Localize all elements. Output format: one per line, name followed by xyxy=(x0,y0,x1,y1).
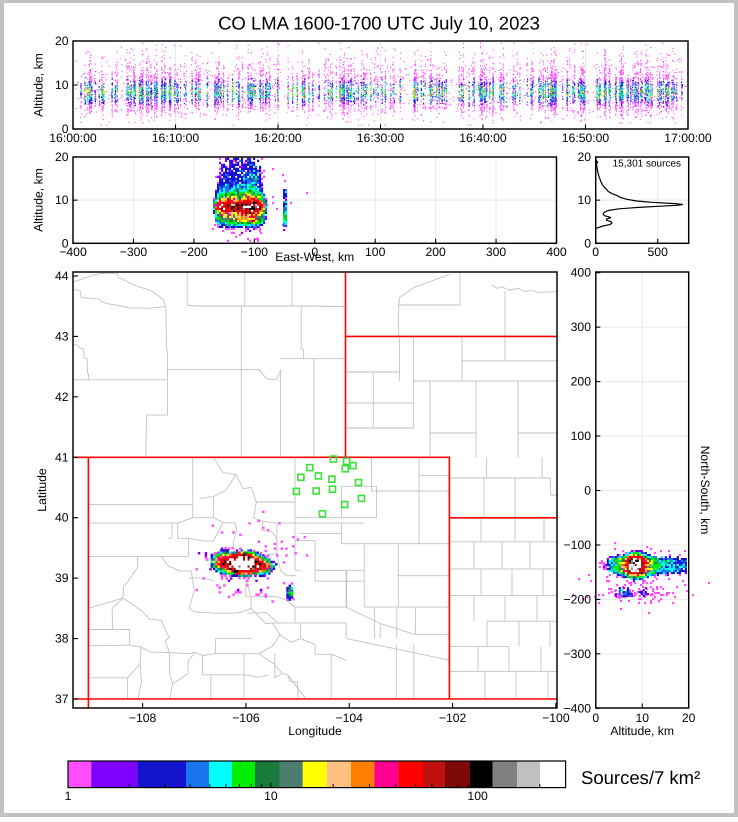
svg-text:CO LMA 1600-1700 UTC July 10,: CO LMA 1600-1700 UTC July 10, 2023 xyxy=(218,13,540,34)
svg-text:100: 100 xyxy=(571,429,592,443)
svg-text:37: 37 xyxy=(55,692,69,706)
svg-text:Altitude, km: Altitude, km xyxy=(32,168,46,232)
svg-text:400: 400 xyxy=(571,266,592,280)
svg-text:500: 500 xyxy=(648,245,669,259)
svg-text:20: 20 xyxy=(577,150,591,164)
svg-text:−100: −100 xyxy=(241,245,269,259)
svg-text:100: 100 xyxy=(365,245,386,259)
svg-text:North-South, km: North-South, km xyxy=(698,446,712,535)
svg-text:10: 10 xyxy=(55,78,69,92)
svg-text:−100: −100 xyxy=(542,711,570,725)
svg-text:Sources/7 km²: Sources/7 km² xyxy=(581,767,700,788)
svg-text:17:00:00: 17:00:00 xyxy=(664,131,712,145)
svg-text:15,301 sources: 15,301 sources xyxy=(613,159,681,170)
svg-text:100: 100 xyxy=(467,789,488,803)
svg-text:0: 0 xyxy=(62,236,69,250)
svg-text:44: 44 xyxy=(55,269,69,283)
svg-text:200: 200 xyxy=(425,245,446,259)
svg-text:Altitude, km: Altitude, km xyxy=(32,53,46,117)
svg-text:Latitude: Latitude xyxy=(35,468,49,512)
svg-text:1: 1 xyxy=(65,789,72,803)
svg-text:16:50:00: 16:50:00 xyxy=(562,131,610,145)
svg-text:43: 43 xyxy=(55,329,69,343)
svg-text:0: 0 xyxy=(592,711,599,725)
svg-text:−102: −102 xyxy=(439,711,467,725)
svg-text:−400: −400 xyxy=(564,701,592,715)
svg-text:400: 400 xyxy=(546,245,567,259)
svg-text:10: 10 xyxy=(264,789,278,803)
svg-text:200: 200 xyxy=(571,375,592,389)
svg-text:−106: −106 xyxy=(232,711,260,725)
svg-text:−300: −300 xyxy=(120,245,148,259)
svg-text:10: 10 xyxy=(577,193,591,207)
svg-text:−100: −100 xyxy=(564,538,592,552)
svg-text:300: 300 xyxy=(486,245,507,259)
svg-text:20: 20 xyxy=(682,711,696,725)
svg-text:0: 0 xyxy=(62,122,69,136)
svg-text:10: 10 xyxy=(55,193,69,207)
svg-text:−300: −300 xyxy=(564,647,592,661)
svg-text:−108: −108 xyxy=(129,711,157,725)
svg-text:20: 20 xyxy=(55,34,69,48)
svg-text:40: 40 xyxy=(55,511,69,525)
svg-text:16:10:00: 16:10:00 xyxy=(152,131,200,145)
svg-text:39: 39 xyxy=(55,571,69,585)
svg-text:16:00:00: 16:00:00 xyxy=(49,131,97,145)
svg-text:−200: −200 xyxy=(180,245,208,259)
svg-text:−400: −400 xyxy=(59,245,87,259)
svg-text:0: 0 xyxy=(311,245,318,259)
svg-text:38: 38 xyxy=(55,632,69,646)
svg-text:Longitude: Longitude xyxy=(288,724,342,738)
svg-text:300: 300 xyxy=(571,320,592,334)
svg-text:16:40:00: 16:40:00 xyxy=(459,131,507,145)
svg-text:0: 0 xyxy=(592,245,599,259)
svg-text:10: 10 xyxy=(635,711,649,725)
svg-text:41: 41 xyxy=(55,450,69,464)
svg-text:20: 20 xyxy=(55,150,69,164)
svg-text:16:20:00: 16:20:00 xyxy=(254,131,302,145)
svg-text:East-West, km: East-West, km xyxy=(275,250,354,264)
svg-text:16:30:00: 16:30:00 xyxy=(357,131,405,145)
svg-text:0: 0 xyxy=(584,236,591,250)
svg-text:−200: −200 xyxy=(564,592,592,606)
svg-text:42: 42 xyxy=(55,390,69,404)
svg-text:0: 0 xyxy=(584,484,591,498)
svg-text:Altitude, km: Altitude, km xyxy=(610,724,674,738)
svg-text:−104: −104 xyxy=(336,711,364,725)
